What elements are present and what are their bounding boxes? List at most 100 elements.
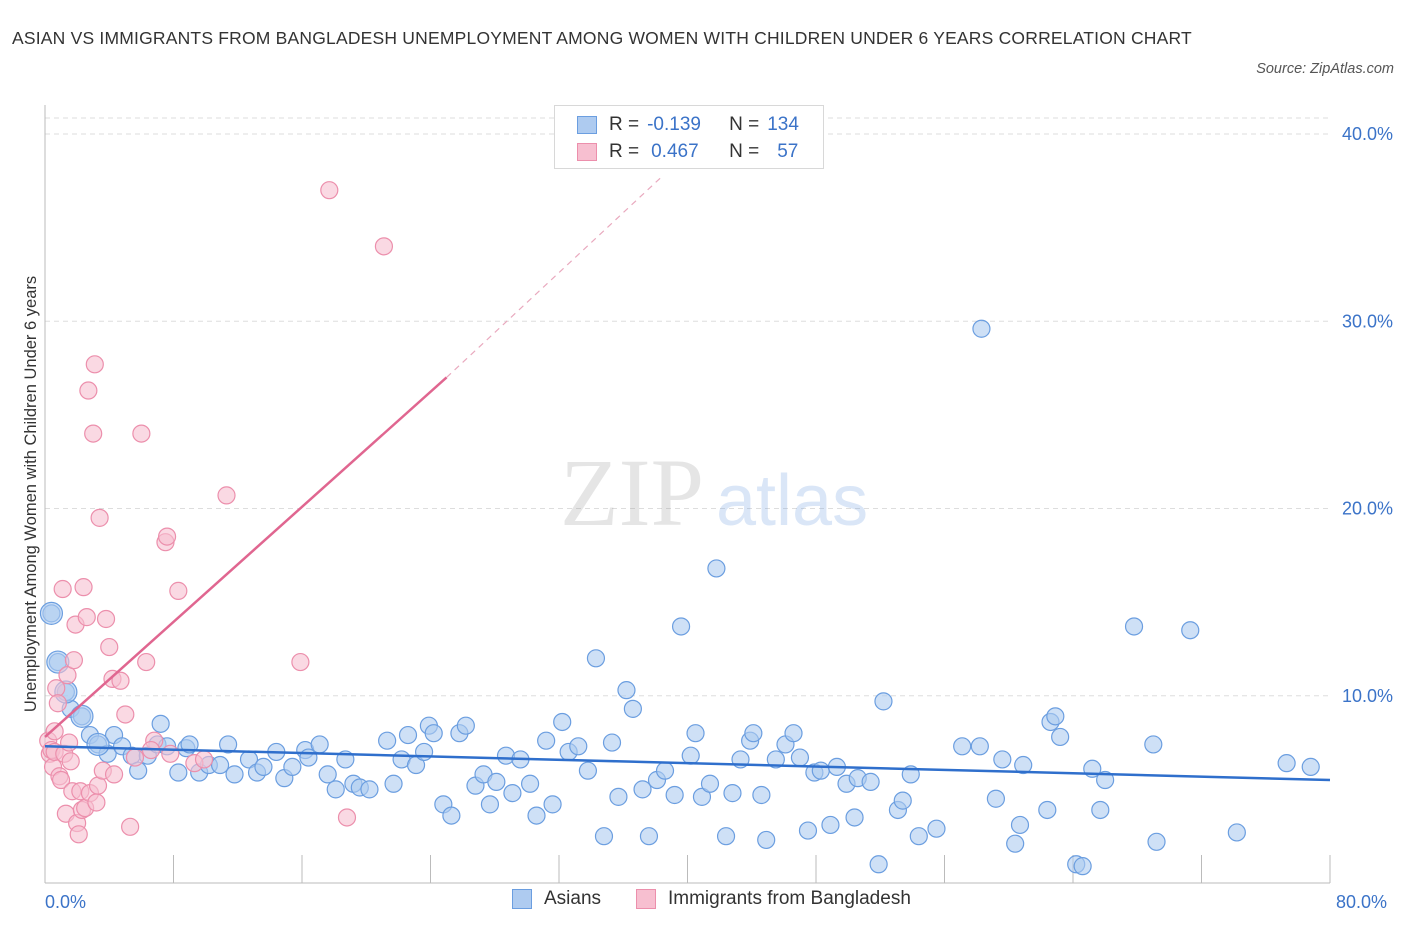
point-asians: [909, 827, 928, 846]
point-bangladesh: [69, 825, 88, 844]
point-asians: [1046, 707, 1065, 726]
legend-n-value: 134: [767, 114, 799, 135]
point-bangladesh: [77, 608, 96, 627]
stats-legend: R = -0.139 N = 134 R = 0.467 N = 57: [554, 105, 824, 169]
point-asians: [254, 757, 273, 777]
point-asians: [537, 731, 556, 750]
point-asians: [378, 731, 397, 750]
point-bangladesh: [125, 748, 145, 767]
point-bangladesh: [53, 579, 72, 599]
point-bangladesh: [45, 722, 64, 741]
point-asians: [798, 821, 818, 840]
point-bangladesh: [51, 770, 71, 790]
point-asians: [1091, 800, 1110, 820]
point-asians: [707, 559, 726, 578]
point-asians: [414, 742, 434, 762]
point-asians: [790, 748, 810, 767]
point-asians: [993, 750, 1012, 769]
point-asians: [310, 735, 329, 754]
point-asians: [671, 617, 691, 636]
point-asians: [543, 795, 562, 814]
point-asians: [744, 724, 763, 743]
point-bangladesh: [137, 652, 156, 672]
series-bangladesh-points: [39, 181, 394, 844]
point-bangladesh: [59, 733, 79, 752]
point-asians: [1227, 823, 1246, 842]
series-asians-points: [39, 319, 1320, 876]
point-asians: [609, 787, 628, 806]
point-asians: [633, 780, 652, 799]
point-asians: [874, 692, 893, 711]
point-asians: [752, 785, 771, 805]
point-bangladesh: [374, 237, 394, 256]
point-bangladesh: [61, 752, 80, 771]
legend-swatch-asians: [512, 889, 532, 909]
point-bangladesh: [111, 671, 130, 690]
point-asians: [1073, 857, 1092, 876]
point-bangladesh: [337, 808, 357, 827]
y-tick-label: 10.0%: [1342, 686, 1393, 706]
point-bangladesh: [121, 817, 140, 836]
legend-item-asians[interactable]: Asians: [512, 888, 601, 910]
point-asians: [527, 806, 546, 825]
point-asians: [1277, 754, 1296, 773]
legend-r-label: R =: [609, 141, 640, 162]
y-tick-labels: 10.0% 20.0% 30.0% 40.0%: [1342, 124, 1393, 706]
point-asians: [1301, 757, 1320, 777]
legend-item-bangladesh[interactable]: Immigrants from Bangladesh: [636, 888, 911, 910]
point-asians: [639, 827, 659, 846]
point-asians: [1038, 800, 1057, 820]
y-tick-label: 30.0%: [1342, 311, 1393, 331]
point-asians: [1144, 735, 1163, 754]
point-asians: [318, 765, 337, 784]
chart-title: ASIAN VS IMMIGRANTS FROM BANGLADESH UNEM…: [12, 28, 1192, 48]
point-asians: [487, 772, 506, 791]
point-asians: [766, 750, 785, 769]
point-bangladesh: [84, 424, 103, 443]
trend-line-bangladesh-extension: [446, 174, 664, 378]
legend-r-value: 0.467: [651, 141, 699, 162]
y-tick-label: 40.0%: [1342, 124, 1393, 144]
point-asians: [578, 761, 598, 780]
point-asians: [1181, 621, 1200, 640]
point-bangladesh: [132, 424, 151, 443]
point-asians: [442, 806, 461, 825]
point-asians: [424, 724, 443, 743]
point-asians: [716, 827, 736, 846]
point-bangladesh: [79, 381, 98, 400]
point-asians: [784, 724, 803, 743]
watermark-zip: ZIP: [560, 439, 704, 546]
watermark-atlas: atlas: [716, 461, 868, 541]
point-asians: [1147, 832, 1166, 851]
point-asians: [927, 819, 946, 838]
point-bangladesh: [161, 744, 180, 763]
point-asians: [360, 780, 379, 799]
point-asians-large: [39, 601, 64, 625]
point-bangladesh: [74, 578, 93, 597]
point-asians: [686, 724, 705, 743]
point-asians: [1010, 815, 1030, 835]
point-asians: [384, 774, 403, 793]
legend-swatch-bangladesh: [636, 889, 656, 909]
point-asians: [757, 830, 776, 850]
y-tick-label: 20.0%: [1342, 499, 1393, 519]
legend-n-label: N =: [729, 141, 760, 162]
legend-row-asians: R = -0.139 N = 134: [577, 112, 799, 138]
point-bangladesh: [157, 527, 177, 546]
legend-row-bangladesh: R = 0.467 N = 57: [577, 139, 798, 165]
trend-lines: [44, 174, 1331, 782]
point-asians: [617, 681, 636, 700]
point-bangladesh: [104, 765, 124, 784]
point-asians: [180, 735, 199, 754]
legend-r-value: -0.139: [647, 114, 701, 135]
point-asians: [283, 757, 302, 777]
legend-swatch-bangladesh: [577, 143, 597, 161]
x-tick-label-min: 0.0%: [45, 892, 86, 912]
point-asians: [225, 765, 244, 784]
point-asians: [219, 735, 238, 754]
point-bangladesh: [217, 486, 236, 505]
point-bangladesh: [291, 652, 310, 672]
point-asians: [821, 815, 840, 835]
point-bangladesh: [90, 508, 109, 527]
point-asians: [692, 787, 712, 806]
